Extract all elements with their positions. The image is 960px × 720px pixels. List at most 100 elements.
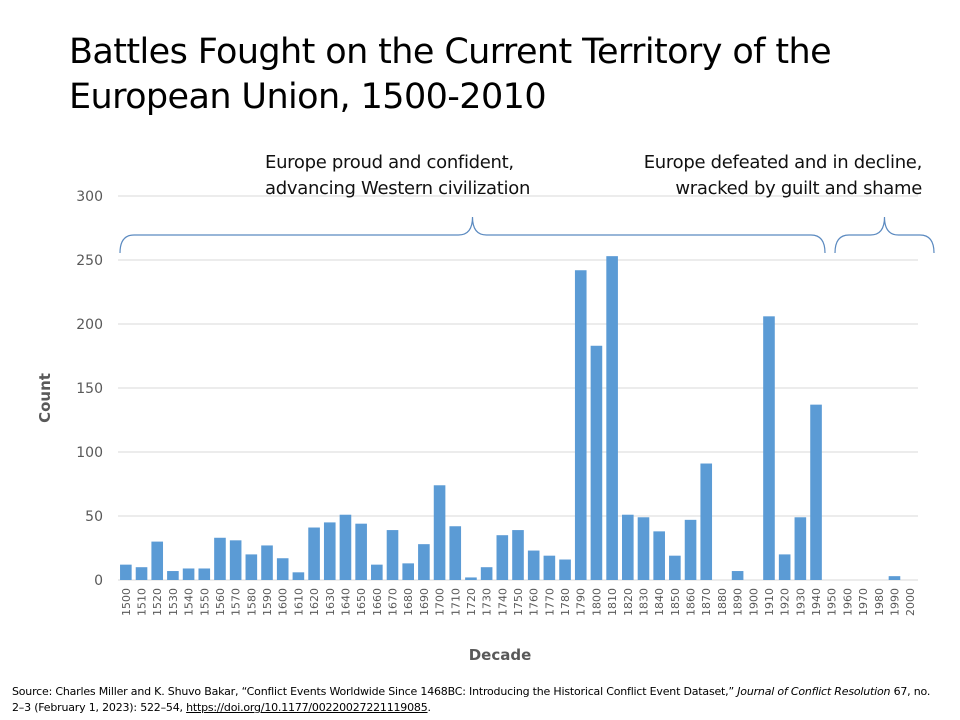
x-tick-label: 1720 [465, 588, 478, 616]
bar-1770 [543, 555, 556, 580]
x-tick-label: 1550 [198, 588, 211, 616]
bar-1830 [637, 517, 650, 580]
x-tick-label: 1520 [151, 588, 164, 616]
y-tick-label: 150 [76, 381, 103, 397]
x-tick-label: 1890 [732, 588, 745, 616]
x-tick-label: 1610 [292, 588, 305, 616]
x-tick-label: 1530 [167, 588, 180, 616]
x-tick-label: 1770 [543, 588, 556, 616]
bar-1860 [684, 519, 697, 580]
x-tick-label: 1570 [230, 588, 243, 616]
y-tick-label: 0 [94, 573, 103, 589]
x-tick-label: 1850 [669, 588, 682, 616]
y-axis-label: Count [36, 373, 54, 423]
x-tick-label: 1640 [339, 588, 352, 616]
x-tick-label: 1760 [528, 588, 541, 616]
bar-1780 [559, 559, 571, 580]
chart-title: Battles Fought on the Current Territory … [69, 32, 832, 117]
y-tick-label: 200 [76, 317, 103, 333]
bar-1710 [449, 526, 462, 580]
source-details: 67, no. 2–3 (February 1, 2023): 522–54, [12, 685, 931, 714]
annotation-right-line-1: Europe defeated and in decline, [643, 152, 923, 173]
x-tick-label: 1950 [826, 588, 839, 616]
bar-1700 [433, 485, 446, 580]
x-tick-label: 1750 [512, 588, 525, 616]
bar-1810 [606, 256, 618, 580]
bar-1620 [308, 527, 320, 580]
x-tick-label: 1580 [245, 588, 258, 616]
x-tick-label: 1730 [481, 588, 494, 616]
x-tick-label: 1700 [434, 588, 447, 616]
x-tick-label: 1810 [606, 588, 619, 616]
annotation-right: Europe defeated and in decline, wracked … [643, 150, 923, 202]
bar-1540 [182, 568, 195, 580]
bar-1590 [261, 545, 273, 580]
annotation-left-line-2: advancing Western civilization [265, 178, 531, 199]
bar-1840 [653, 531, 665, 580]
bar-1560 [214, 537, 226, 580]
y-tick-label: 300 [76, 189, 103, 205]
x-tick-label: 1600 [277, 588, 290, 616]
bar-1690 [418, 544, 430, 580]
bar-1890 [731, 571, 744, 580]
y-tick-label: 100 [76, 445, 103, 461]
x-tick-label: 1660 [371, 588, 384, 616]
source-prefix: Source: Charles Miller and K. Shuvo Baka… [12, 685, 738, 698]
bar-1940 [810, 404, 822, 580]
source-suffix: . [427, 701, 432, 714]
bar-1670 [386, 530, 399, 580]
y-tick-label: 50 [85, 509, 103, 525]
x-tick-label: 1870 [700, 588, 713, 616]
bar-1750 [512, 530, 524, 580]
bar-1580 [245, 554, 258, 580]
x-tick-label: 1860 [685, 588, 698, 616]
bars [120, 256, 901, 580]
x-tick-label: 1970 [857, 588, 870, 616]
x-tick-label: 1820 [622, 588, 635, 616]
x-tick-label: 1620 [308, 588, 321, 616]
x-tick-label: 1960 [841, 588, 854, 616]
x-tick-label: 1500 [120, 588, 133, 616]
bar-1990 [888, 576, 901, 580]
bar-1520 [151, 541, 164, 580]
x-tick-label: 1680 [402, 588, 415, 616]
bar-1820 [622, 514, 634, 580]
x-axis-label: Decade [469, 646, 532, 664]
x-tick-label: 1900 [747, 588, 760, 616]
x-tick-label: 1840 [653, 588, 666, 616]
x-tick-label: 1940 [810, 588, 823, 616]
brace-1950-2000 [834, 216, 935, 254]
x-tick-label: 1590 [261, 588, 274, 616]
x-tick-label: 1510 [136, 588, 149, 616]
x-tick-label: 1830 [637, 588, 650, 616]
bar-1870 [700, 463, 713, 580]
x-tick-label: 1670 [387, 588, 400, 616]
x-tick-label: 1740 [496, 588, 509, 616]
annotation-right-line-2: wracked by guilt and shame [675, 178, 922, 199]
bar-1650 [355, 523, 367, 580]
y-tick-label: 250 [76, 253, 103, 269]
bar-1730 [480, 567, 493, 580]
bar-1910 [763, 316, 775, 580]
bar-1640 [339, 514, 352, 580]
x-tick-label: 1710 [449, 588, 462, 616]
bar-1550 [198, 568, 211, 580]
source-doi-link[interactable]: https://doi.org/10.1177/0022002722111908… [186, 701, 428, 714]
annotation-left-line-1: Europe proud and confident, [265, 152, 514, 173]
x-tick-label: 1650 [355, 588, 368, 616]
bar-1530 [167, 571, 179, 580]
brace-1500-1940 [119, 216, 826, 254]
bar-1740 [496, 535, 509, 580]
x-tick-label: 1800 [590, 588, 603, 616]
x-tick-label: 1560 [214, 588, 227, 616]
x-tick-label: 1920 [779, 588, 792, 616]
x-tick-label: 1880 [716, 588, 729, 616]
x-axis-ticks: 1500 1510 1520 1530 1540 1550 1560 1570 1580 1590… [120, 588, 917, 616]
y-axis-ticks: 0 50 100 150 200 250 300 [76, 189, 103, 589]
x-tick-label: 1990 [888, 588, 901, 616]
bar-1930 [794, 517, 807, 580]
bar-1630 [323, 522, 336, 580]
x-tick-label: 1910 [763, 588, 776, 616]
bar-1760 [527, 550, 540, 580]
bar-1500 [120, 564, 132, 580]
